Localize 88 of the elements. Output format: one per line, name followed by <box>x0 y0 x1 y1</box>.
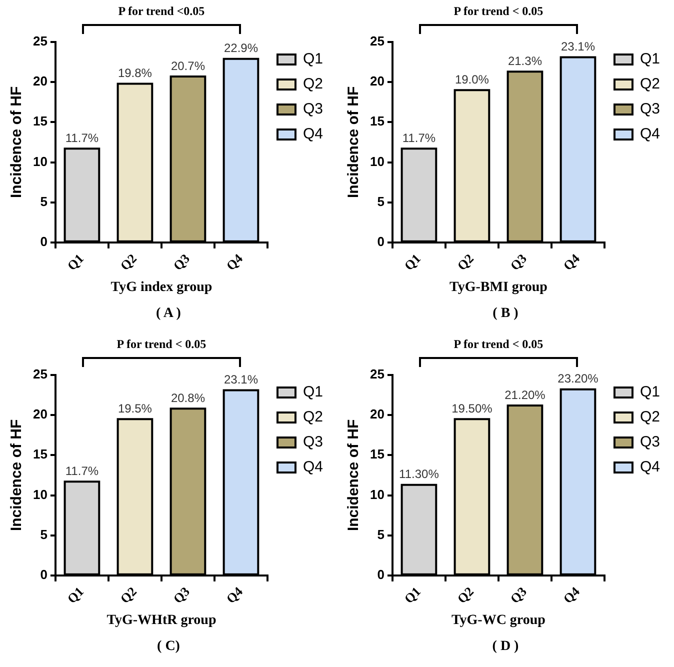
y-tick-label: 0 <box>377 234 384 249</box>
y-tick-label: 15 <box>32 446 48 462</box>
y-tick-label: 5 <box>40 194 48 209</box>
data-label: 19.8% <box>118 66 152 80</box>
data-label: 19.5% <box>118 401 152 416</box>
x-axis-title: TyG-WC group <box>451 613 546 628</box>
y-tick-label: 20 <box>370 74 384 89</box>
x-tick-label: Q3 <box>170 250 193 274</box>
y-tick-label: 25 <box>370 366 384 382</box>
y-tick-label: 5 <box>377 526 384 542</box>
legend-label: Q1 <box>640 384 660 401</box>
legend-label: Q4 <box>302 458 324 476</box>
legend-label: Q2 <box>640 408 660 426</box>
text: P for trend < 0.05 <box>454 337 544 352</box>
x-tick-label: Q4 <box>223 583 246 606</box>
y-tick-label: 15 <box>370 114 384 129</box>
legend-label: Q3 <box>302 434 324 451</box>
x-tick-label: Q4 <box>223 250 246 274</box>
x-tick-label: Q1 <box>401 584 424 606</box>
legend-label: Q2 <box>302 76 324 93</box>
x-tick-label: Q2 <box>117 250 140 274</box>
data-label: 23.1% <box>560 40 596 54</box>
y-tick-label: 25 <box>32 366 48 382</box>
data-label: 19.50% <box>452 401 493 416</box>
data-label: 21.3% <box>508 54 542 68</box>
legend-label: Q4 <box>640 458 660 476</box>
legend-label: Q1 <box>640 50 660 68</box>
text: P for trend <0.05 <box>118 4 205 19</box>
text: ( D ) <box>491 639 520 655</box>
y-axis-title: Incidence of HF <box>8 419 26 532</box>
legend-label: Q4 <box>640 126 660 143</box>
legend-label: Q1 <box>302 384 324 401</box>
y-tick-label: 20 <box>32 406 48 422</box>
x-tick-label: Q2 <box>454 250 476 274</box>
x-tick-label: Q2 <box>117 584 140 606</box>
y-tick-label: 10 <box>32 486 48 502</box>
legend-label: Q4 <box>302 126 324 143</box>
y-tick-label: 25 <box>32 34 48 49</box>
data-label: 11.7% <box>65 464 99 478</box>
y-tick-label: 25 <box>370 34 384 49</box>
y-axis-title: Incidence of HF <box>8 86 26 198</box>
y-tick-label: 10 <box>32 154 48 169</box>
data-label: 19.0% <box>454 72 490 86</box>
legend-label: Q1 <box>302 50 324 68</box>
text: ( B ) <box>492 306 520 322</box>
y-tick-label: 15 <box>370 446 384 462</box>
data-label: 23.20% <box>558 372 599 386</box>
data-label: 23.1% <box>224 372 258 387</box>
y-tick-label: 0 <box>40 567 48 582</box>
x-tick-label: Q1 <box>64 250 86 274</box>
x-tick-label: Q1 <box>64 584 86 606</box>
data-label: 11.7% <box>402 130 436 145</box>
text: ( A ) <box>155 306 182 322</box>
y-tick-label: 15 <box>32 114 48 129</box>
text: P for trend < 0.05 <box>116 337 206 352</box>
y-tick-label: 5 <box>377 194 384 209</box>
data-label: 20.7% <box>170 58 206 73</box>
data-label: 11.7% <box>65 130 99 145</box>
x-tick-label: Q1 <box>401 250 424 274</box>
y-tick-label: 10 <box>370 486 384 502</box>
legend-label: Q3 <box>640 434 660 451</box>
text: P for trend < 0.05 <box>454 4 544 19</box>
data-label: 11.30% <box>399 467 440 482</box>
y-tick-label: 0 <box>40 234 48 249</box>
legend-label: Q3 <box>302 100 324 118</box>
y-tick-label: 10 <box>370 154 384 169</box>
y-tick-label: 0 <box>377 567 384 582</box>
x-tick-label: Q3 <box>507 250 530 274</box>
x-tick-label: Q3 <box>507 583 530 606</box>
y-tick-label: 20 <box>370 406 384 422</box>
legend-label: Q2 <box>302 408 324 426</box>
x-axis-title: TyG-WHtR group <box>106 613 216 628</box>
legend-label: Q2 <box>640 76 660 93</box>
y-tick-label: 20 <box>32 74 48 89</box>
legend-label: Q3 <box>640 100 660 118</box>
y-axis-title: Incidence of HF <box>345 86 362 198</box>
data-label: 21.20% <box>504 388 546 402</box>
data-label: 20.8% <box>170 390 206 405</box>
y-tick-label: 5 <box>40 526 48 542</box>
x-tick-label: Q4 <box>560 250 583 274</box>
data-label: 22.9% <box>224 41 258 56</box>
x-tick-label: Q4 <box>560 583 583 606</box>
x-axis-title: TyG-BMI group <box>450 280 548 296</box>
text: ( C) <box>156 639 181 655</box>
x-tick-label: Q3 <box>170 583 193 606</box>
x-axis-title: TyG index group <box>110 280 212 296</box>
y-axis-title: Incidence of HF <box>345 419 362 532</box>
x-tick-label: Q2 <box>454 584 476 606</box>
